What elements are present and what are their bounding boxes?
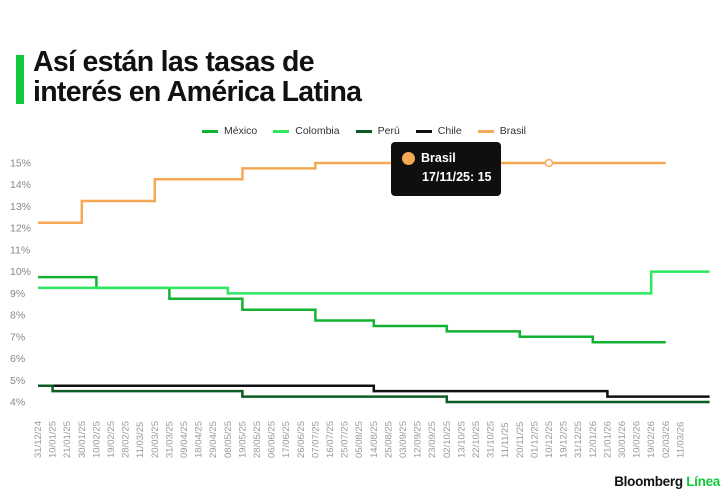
brand-name: Bloomberg	[614, 474, 683, 489]
legend-item-chile[interactable]: Chile	[415, 124, 462, 138]
x-tick-label: 10/12/25	[544, 421, 555, 458]
legend-swatch-colombia	[273, 129, 290, 133]
tooltip-series: Brasil	[402, 151, 501, 165]
series-line-brasil	[38, 161, 666, 225]
x-tick-label: 30/01/26	[617, 421, 628, 458]
x-tick-label: 07/07/25	[310, 421, 321, 458]
y-tick-label: 7%	[10, 331, 25, 343]
x-tick-label: 02/10/25	[442, 421, 453, 458]
legend-item-mexico[interactable]: México	[201, 124, 258, 138]
brand-accent: Línea	[686, 474, 720, 489]
x-tick-label: 06/06/25	[267, 421, 278, 458]
x-tick-label: 25/07/25	[340, 421, 351, 458]
x-tick-label: 03/09/25	[398, 421, 409, 458]
x-tick-label: 01/12/25	[529, 421, 540, 458]
title-accent-bar	[16, 55, 24, 104]
x-tick-label: 21/01/26	[602, 421, 613, 458]
x-tick-label: 19/05/25	[237, 421, 248, 458]
x-tick-label: 31/03/25	[164, 421, 175, 458]
x-tick-label: 31/10/25	[486, 421, 497, 458]
x-tick-label: 05/08/25	[354, 421, 365, 458]
x-tick-label: 28/05/25	[252, 421, 263, 458]
x-tick-label: 29/04/25	[208, 421, 219, 458]
y-tick-label: 9%	[10, 288, 25, 300]
y-tick-label: 13%	[10, 201, 31, 213]
x-tick-label: 19/12/25	[559, 421, 570, 458]
chart-tooltip: Brasil 17/11/25: 15	[391, 142, 501, 196]
x-tick-label: 30/01/25	[77, 421, 88, 458]
x-tick-label: 26/06/25	[296, 421, 307, 458]
y-tick-label: 12%	[10, 223, 31, 235]
tooltip-series-name: Brasil	[421, 151, 456, 165]
tooltip-value: 17/11/25: 15	[422, 170, 492, 184]
x-tick-label: 14/08/25	[369, 421, 380, 458]
legend-swatch-brasil	[477, 129, 494, 133]
chart-legend: México Colombia Perú Chile Brasil	[0, 124, 728, 138]
x-tick-label: 10/02/26	[632, 421, 643, 458]
x-tick-label: 11/11/25	[500, 422, 511, 458]
x-tick-label: 08/05/25	[223, 421, 234, 458]
x-tick-label: 31/12/25	[573, 421, 584, 458]
x-tick-label: 19/02/26	[646, 421, 657, 458]
legend-label-peru: Perú	[377, 125, 400, 137]
y-tick-label: 6%	[10, 353, 25, 365]
x-tick-label: 18/04/25	[194, 421, 205, 458]
legend-swatch-chile	[415, 129, 432, 133]
x-tick-label: 17/06/25	[281, 421, 292, 458]
legend-item-brasil[interactable]: Brasil	[477, 124, 526, 138]
tooltip-color-dot	[402, 151, 415, 165]
legend-swatch-peru	[355, 129, 372, 133]
y-tick-label: 4%	[10, 397, 25, 409]
legend-label-brasil: Brasil	[499, 125, 526, 137]
x-tick-label: 13/10/25	[456, 421, 467, 458]
y-tick-label: 8%	[10, 310, 25, 322]
series-line-chile	[38, 384, 710, 398]
x-tick-label: 10/01/25	[48, 421, 59, 458]
legend-label-colombia: Colombia	[295, 125, 340, 137]
x-tick-label: 19/02/25	[106, 421, 117, 458]
x-tick-label: 22/10/25	[471, 421, 482, 458]
x-tick-label: 10/02/25	[91, 421, 102, 458]
series-line-colombia	[38, 270, 710, 295]
title-line-1: Así están las tasas de	[33, 46, 315, 78]
brand-logo: Bloomberg Línea	[614, 474, 720, 489]
legend-label-mexico: México	[223, 125, 258, 137]
x-tick-label: 23/09/25	[427, 421, 438, 458]
x-tick-label: 31/12/24	[33, 421, 44, 458]
x-tick-label: 21/01/25	[62, 421, 73, 458]
x-tick-label: 28/02/25	[121, 421, 132, 458]
series-line-peru	[38, 384, 710, 404]
x-tick-label: 12/09/25	[413, 421, 424, 458]
y-tick-label: 5%	[10, 375, 25, 387]
x-tick-label: 20/03/25	[150, 421, 161, 458]
legend-item-colombia[interactable]: Colombia	[273, 124, 340, 138]
y-tick-label: 15%	[10, 158, 31, 170]
x-tick-label: 25/08/25	[383, 421, 394, 458]
legend-item-peru[interactable]: Perú	[355, 124, 400, 138]
title-line-2: interés en América Latina	[33, 75, 362, 108]
x-tick-label: 11/03/26	[675, 422, 686, 458]
page-title: Así están las tasas de interés en Améric…	[33, 46, 362, 108]
legend-label-chile: Chile	[437, 125, 462, 137]
x-tick-label: 16/07/25	[325, 421, 336, 458]
y-tick-label: 11%	[10, 244, 30, 256]
legend-swatch-mexico	[201, 129, 218, 133]
x-tick-label: 09/04/25	[179, 421, 190, 458]
x-tick-label: 11/03/25	[135, 422, 146, 458]
highlight-point-brasil	[544, 158, 554, 168]
x-tick-label: 02/03/26	[661, 421, 672, 458]
x-tick-label: 20/11/25	[515, 422, 526, 458]
y-tick-label: 14%	[10, 179, 31, 191]
x-tick-label: 12/01/26	[588, 421, 599, 458]
y-tick-label: 10%	[10, 266, 31, 278]
